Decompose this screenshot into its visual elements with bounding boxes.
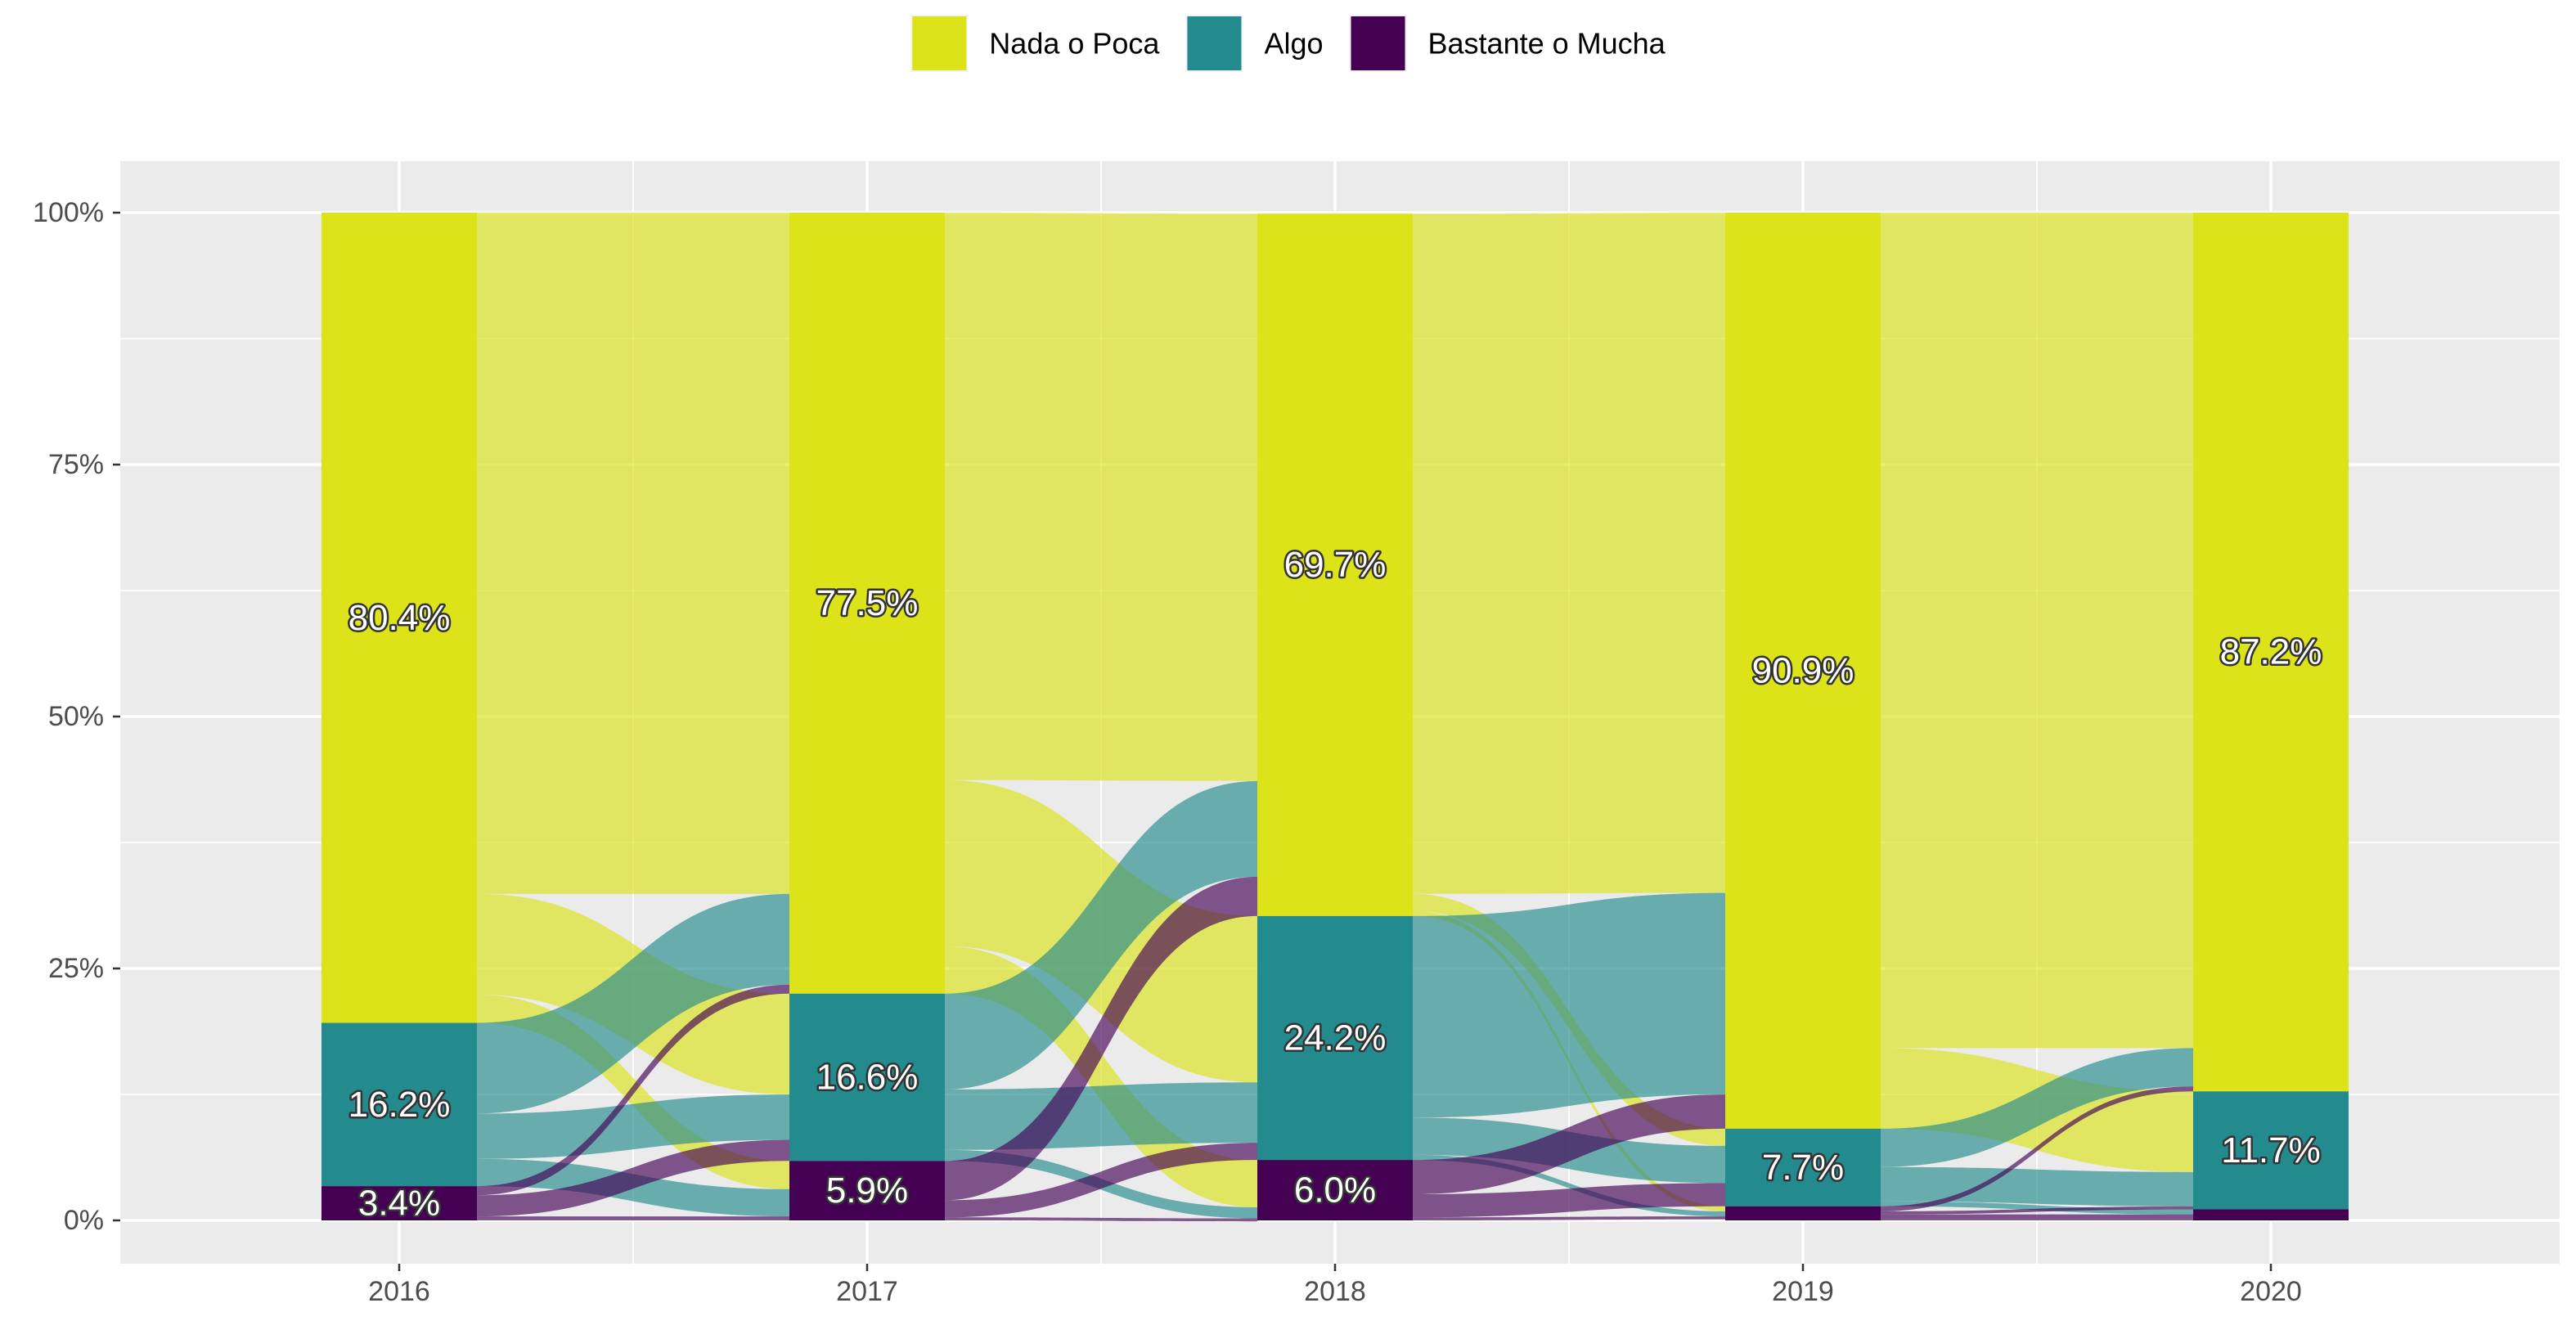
bar-2018-algo [1257,915,1413,1161]
x-tick-label-2019: 2019 [1772,1276,1834,1307]
flow-2019-2020-algo-to-algo [1881,1166,2193,1206]
bar-2018-nada-o-poca [1257,213,1413,916]
flow-2019-2020-algo-to-bastante-o-mucha [1881,1201,2193,1215]
y-tick-label-75: 75% [48,449,104,480]
x-tick-label-2018: 2018 [1304,1276,1366,1307]
flow-2016-2017-nada-o-poca-to-nada-o-poca [477,213,789,894]
flow-2017-2018-algo-to-nada-o-poca [945,780,1257,1090]
legend-key-nada-o-poca [912,16,967,70]
label-2020-algo: 11.7% [2221,1130,2321,1171]
flow-2016-2017-algo-to-algo [477,1094,789,1159]
label-2016-nada-o-poca: 80.4% [348,598,451,638]
label-2017-nada-o-poca: 77.5% [816,583,919,623]
legend-label-algo: Algo [1264,27,1323,61]
label-2016-algo: 16.2% [348,1085,451,1125]
label-2018-bastante-o-mucha: 6.0% [1294,1171,1376,1211]
flow-2017-2018-bastante-o-mucha-to-nada-o-poca [945,876,1257,1201]
bar-2016-algo [321,1022,477,1187]
flow-2016-2017-bastante-o-mucha-to-bastante-o-mucha [477,1216,789,1220]
flow-2018-2019-algo-to-nada-o-poca [1413,892,1725,1118]
bar-2020-nada-o-poca [2193,213,2349,1092]
label-2018-nada-o-poca: 69.7% [1284,545,1387,585]
flow-2019-2020-bastante-o-mucha-to-bastante-o-mucha [1881,1214,2193,1220]
legend-label-bastante-o-mucha: Bastante o Mucha [1428,27,1666,61]
flow-2019-2020-bastante-o-mucha-to-nada-o-poca [1881,1086,2193,1211]
legend-label-nada-o-poca: Nada o Poca [989,27,1160,61]
bar-2019-nada-o-poca [1725,213,1881,1129]
x-tick-label-2016: 2016 [368,1276,430,1307]
label-2016-bastante-o-mucha: 3.4% [358,1184,440,1224]
bar-2019-algo [1725,1128,1881,1206]
flow-2016-2017-bastante-o-mucha-to-nada-o-poca [477,984,789,1196]
label-2019-algo: 7.7% [1762,1148,1844,1188]
flows [477,213,2193,1222]
flow-2018-2019-bastante-o-mucha-to-bastante-o-mucha [1413,1216,1725,1220]
y-tick-label-25: 25% [48,953,104,984]
y-axis: 0% 25% 50% 75% 100% [33,197,120,1236]
legend-key-algo [1187,16,1242,70]
flow-2018-2019-nada-o-poca-to-nada-o-poca [1413,213,1725,894]
legend-key-bastante-o-mucha [1351,16,1405,70]
flow-2016-2017-algo-to-nada-o-poca [477,893,789,1114]
bar-2020-algo [2193,1091,2349,1210]
flow-2017-2018-nada-o-poca-to-nada-o-poca [945,213,1257,781]
label-2017-algo: 16.6% [816,1058,919,1098]
y-tick-label-50: 50% [48,701,104,732]
flow-2019-2020-algo-to-nada-o-poca [1881,1048,2193,1167]
label-2020-nada-o-poca: 87.2% [2220,632,2322,672]
x-axis: 2016 2017 2018 2019 2020 [368,1264,2302,1307]
x-tick-label-2017: 2017 [836,1276,898,1307]
legend: Nada o Poca Algo Bastante o Mucha [910,15,1666,72]
bar-2017-nada-o-poca [789,213,945,994]
label-2018-algo: 24.2% [1284,1018,1387,1058]
flow-2016-2017-bastante-o-mucha-to-algo [477,1139,789,1217]
flow-2019-2020-nada-o-poca-to-nada-o-poca [1881,213,2193,1049]
bar-2018-bastante-o-mucha [1257,1160,1413,1220]
bar-labels: 80.4% 16.2% 3.4% 77.5% 16.6% 5.9% 69.7% 24.2% 6.… [346,543,2324,1225]
flow-2018-2019-algo-to-bastante-o-mucha [1413,1154,1725,1217]
bar-2016-bastante-o-mucha [321,1186,477,1220]
bar-2017-bastante-o-mucha [789,1161,945,1220]
flow-2017-2018-bastante-o-mucha-to-bastante-o-mucha [945,1217,1257,1222]
flow-2017-2018-bastante-o-mucha-to-algo [945,1143,1257,1218]
flow-2017-2018-algo-to-algo [945,1082,1257,1150]
bar-2016-nada-o-poca [321,213,477,1023]
stacked-bars [321,213,2349,1220]
bar-2020-bastante-o-mucha [2193,1209,2349,1220]
y-tick-label-100: 100% [33,197,104,228]
label-2017-bastante-o-mucha: 5.9% [826,1171,908,1211]
bar-2017-algo [789,993,945,1162]
x-tick-label-2020: 2020 [2240,1276,2302,1307]
flow-2019-2020-bastante-o-mucha-to-algo [1881,1206,2193,1215]
y-tick-label-0: 0% [64,1205,104,1236]
flow-2018-2019-bastante-o-mucha-to-algo [1413,1183,1725,1218]
bar-2019-bastante-o-mucha [1725,1206,1881,1220]
label-2019-nada-o-poca: 90.9% [1752,650,1854,690]
flow-2018-2019-bastante-o-mucha-to-nada-o-poca [1413,1094,1725,1194]
